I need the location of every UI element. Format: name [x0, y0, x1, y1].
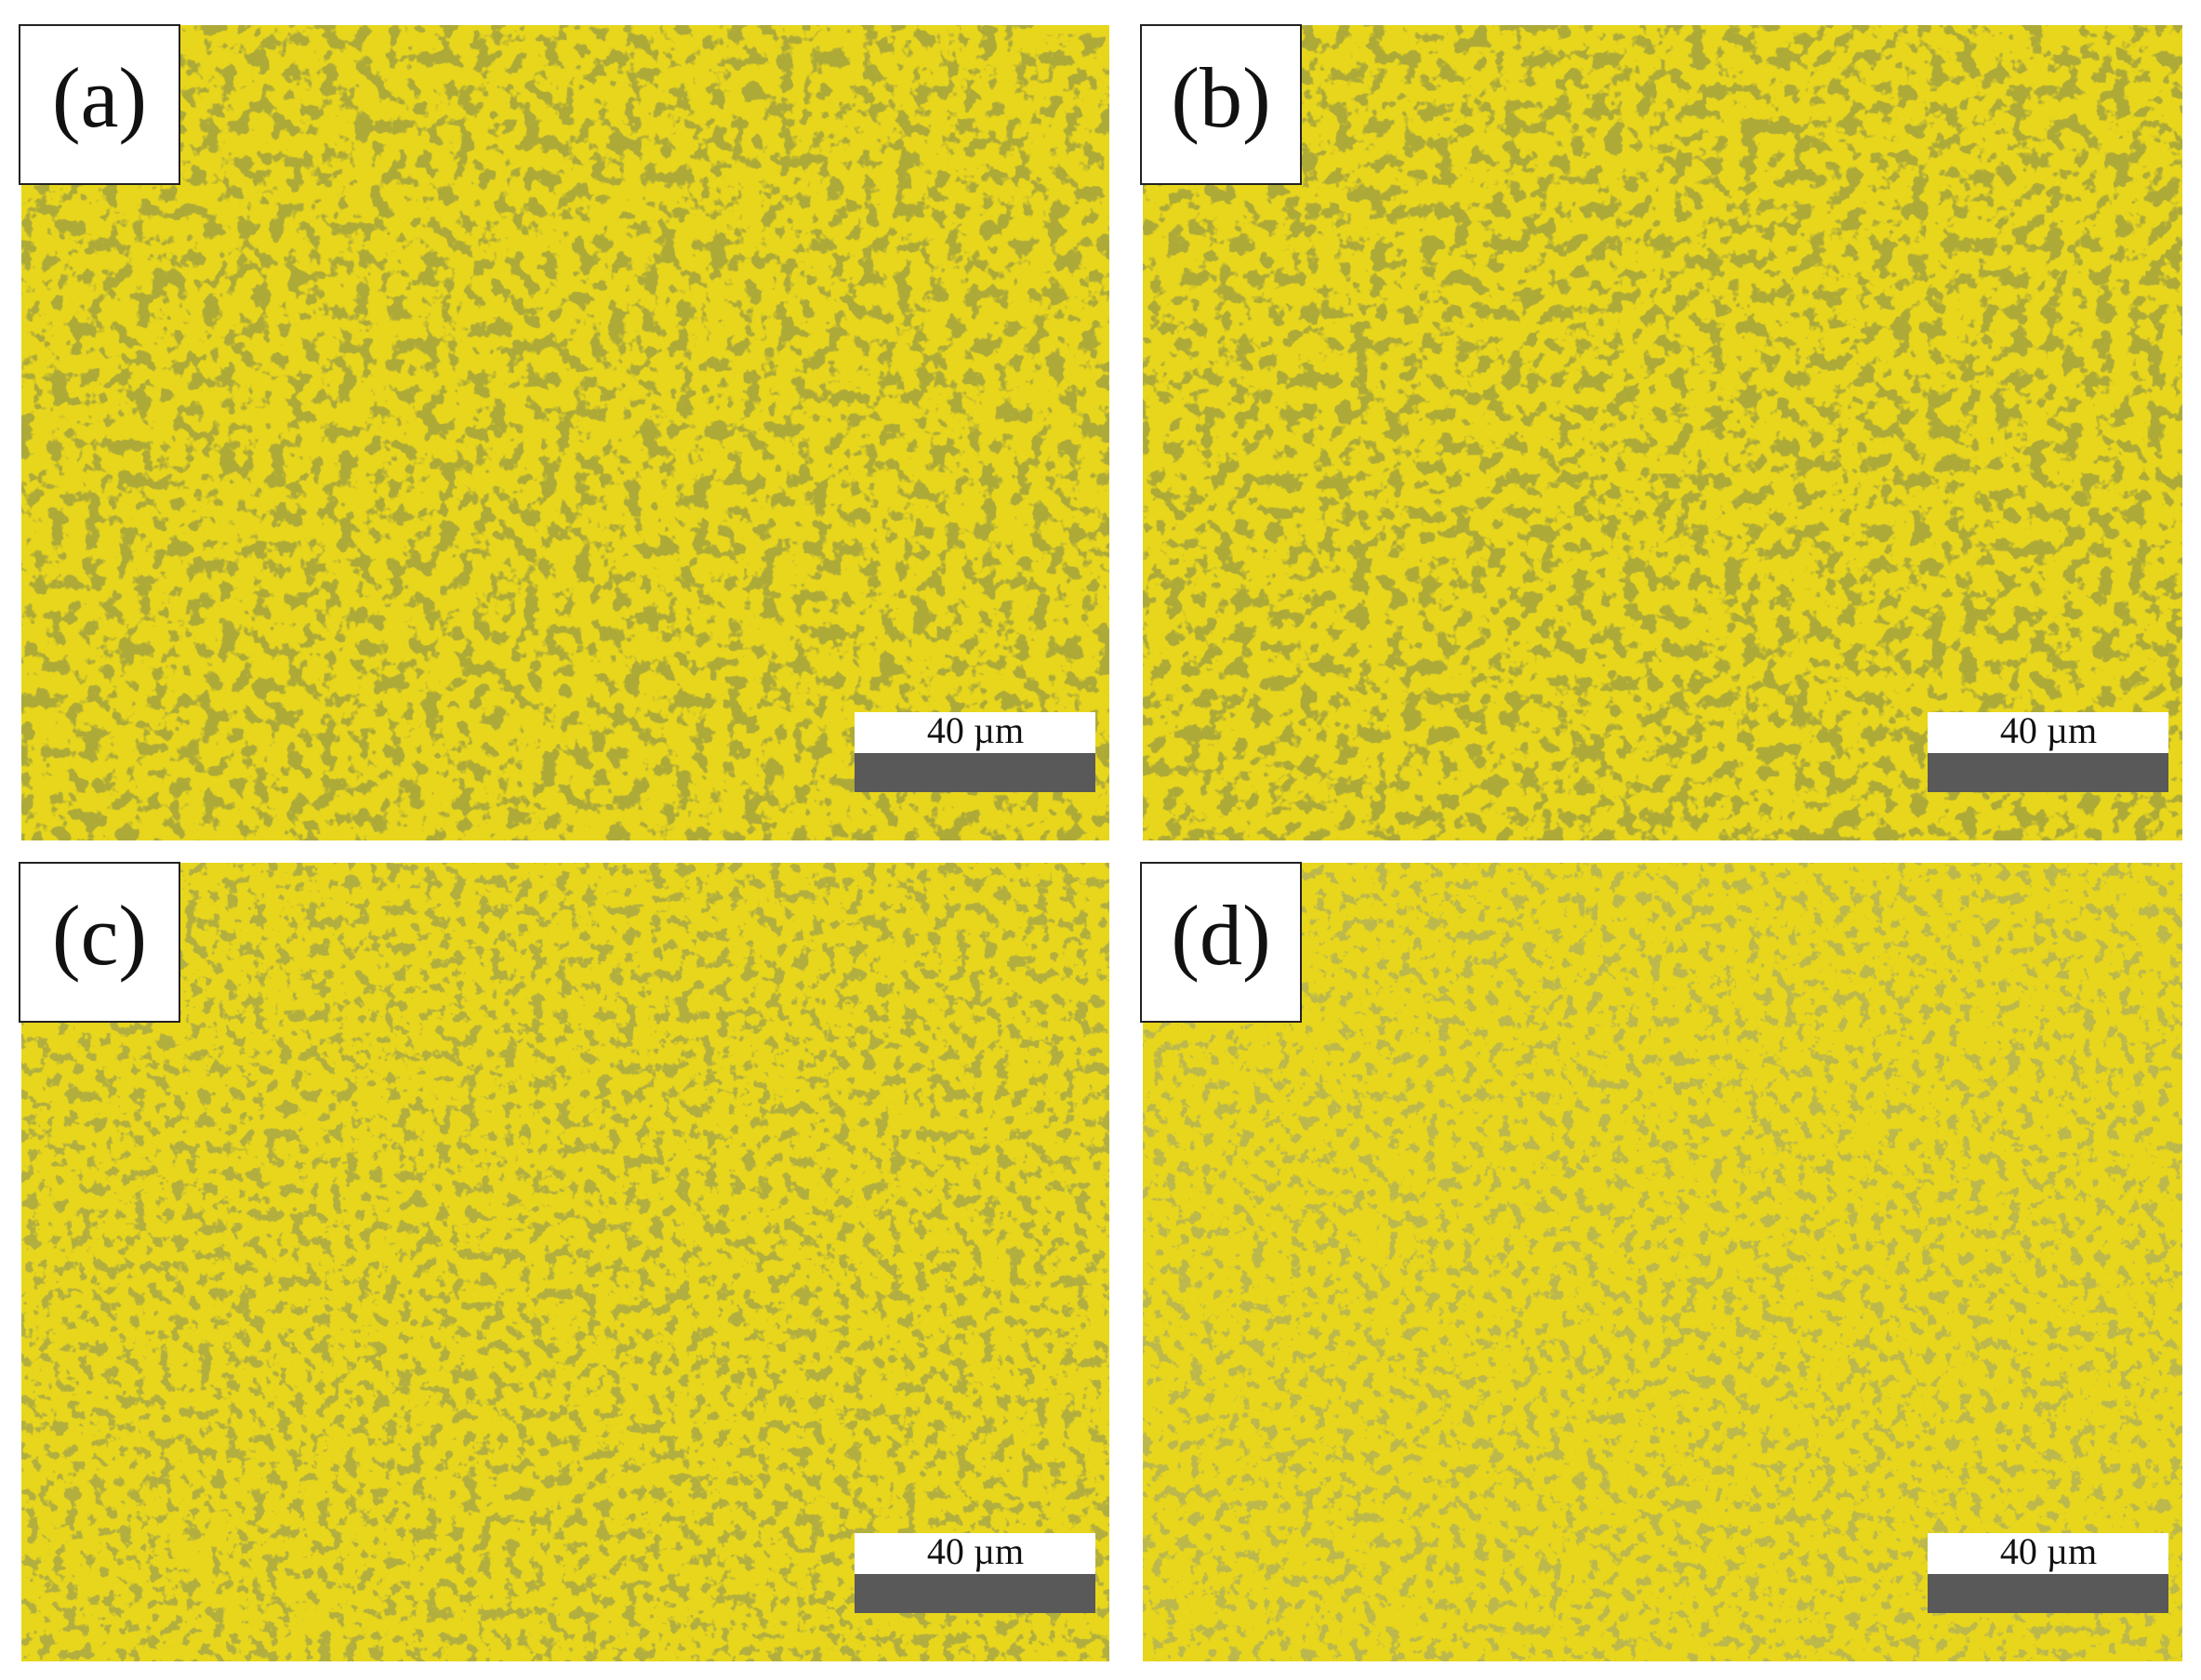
- panel: (b) 40 µm: [1140, 24, 2182, 840]
- micrograph-texture: [21, 25, 1109, 840]
- micrograph-texture: [1143, 25, 2182, 840]
- scale-bar-box: [855, 1533, 1095, 1574]
- scale-bar-label: 40 µm: [927, 709, 1024, 751]
- scale-bar-label: 40 µm: [2000, 709, 2097, 751]
- label-box: [19, 24, 180, 185]
- scale-bar-box: [1928, 712, 2168, 753]
- micrograph-texture: [21, 863, 1109, 1661]
- panel-label: (c): [52, 888, 147, 983]
- panel: (d) 40 µm: [1140, 862, 2182, 1661]
- panel-label: (d): [1171, 888, 1270, 983]
- scale-bar: [855, 1574, 1095, 1613]
- micrograph-texture: [1143, 863, 2182, 1661]
- scale-bar-box: [1928, 1533, 2168, 1574]
- label-box: [1140, 24, 1302, 185]
- scale-bar: [855, 753, 1095, 792]
- panel: (a) 40 µm: [19, 24, 1109, 840]
- panel-label: (b): [1171, 50, 1270, 145]
- panel-label: (a): [52, 50, 147, 145]
- label-box: [1140, 862, 1302, 1023]
- scale-bar: [1928, 1574, 2168, 1613]
- panel: (c) 40 µm: [19, 862, 1109, 1661]
- scale-bar: [1928, 753, 2168, 792]
- scale-bar-box: [855, 712, 1095, 753]
- scale-bar-label: 40 µm: [2000, 1530, 2097, 1572]
- scale-bar-label: 40 µm: [927, 1530, 1024, 1572]
- label-box: [19, 862, 180, 1023]
